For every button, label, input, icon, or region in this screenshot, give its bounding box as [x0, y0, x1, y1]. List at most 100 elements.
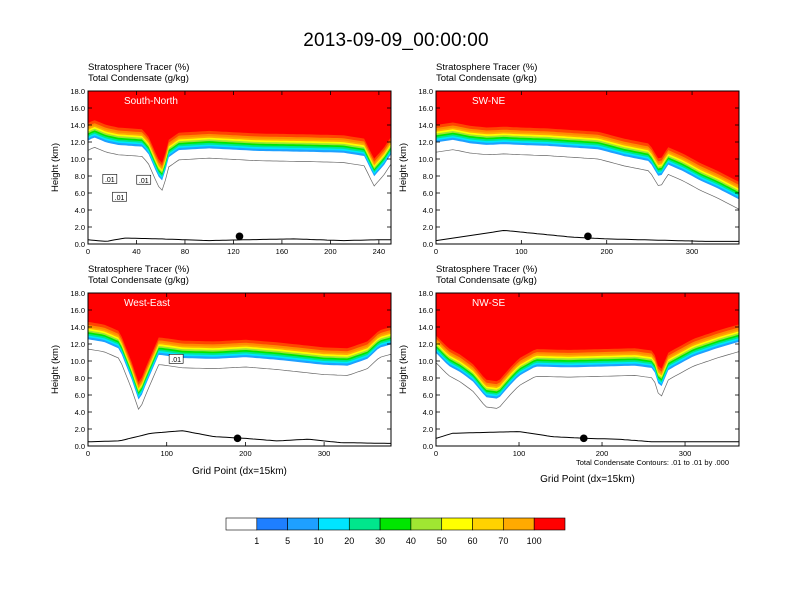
panel-1-tracer-title: Stratosphere Tracer (%): [88, 62, 190, 73]
panel-1-tracer-field: .01 .01 .01: [88, 91, 391, 244]
colorbar-label-5: 40: [406, 536, 416, 546]
panel-3-contour-label-box-0: [168, 353, 184, 364]
panel-2-label: SW-NE: [472, 96, 505, 107]
panel-1-contour-label-box-1: [112, 191, 127, 202]
panel-2-ytick-label-8: 16.0: [418, 104, 433, 113]
panel-1-xtick-label-3: 120: [227, 247, 240, 256]
panel-3-ytick-label-9: 18.0: [70, 289, 85, 298]
panel-4-header: Stratosphere Tracer (%) Total Condensate…: [436, 264, 537, 286]
panel-1-xtick-label-2: 80: [181, 247, 189, 256]
panel-2-ytick-label-3: 6.0: [423, 189, 433, 198]
panel-1-contour-label-0: .01: [105, 177, 115, 184]
panel-3-tracer-field: .01: [88, 293, 391, 446]
panel-2-ytick-label-0: 0.0: [423, 240, 433, 249]
chart-title: 2013-09-09_00:00:00: [303, 30, 489, 51]
colorbar-cell-4: [348, 517, 381, 531]
colorbar-cell-9: [503, 517, 535, 531]
panel-3-ytick-label-5: 10.0: [70, 357, 85, 366]
panel-3-ytick-label-8: 16.0: [70, 306, 85, 315]
panel-1-contour-label-box-0: [102, 174, 118, 184]
panel-2-xtick-label-0: 0: [434, 247, 438, 256]
panel-4-band-0: [436, 293, 739, 382]
panel-3-xtick-label-3: 300: [318, 449, 331, 458]
panel-1-ytick-label-7: 14.0: [70, 121, 85, 130]
panel-4-xtick-label-3: 300: [679, 449, 692, 458]
panel-3-ytick-label-6: 12.0: [70, 340, 85, 349]
panel-4-ytick-label-9: 18.0: [418, 289, 433, 298]
panel-3: .01 West-East 0.0 2.0 4.0 6.0 8.0 10.0 12.0 14.0 1…: [50, 289, 392, 477]
colorbar-cell-3: [318, 517, 350, 531]
colorbar-label-4: 30: [375, 536, 385, 546]
panel-1-condensate-contour: [88, 147, 391, 191]
panel-1-xtick-label-0: 0: [86, 247, 90, 256]
colorbar-cell-7: [441, 517, 473, 531]
panel-3-xtick-label-2: 200: [239, 449, 252, 458]
colorbar-label-9: 100: [527, 536, 542, 546]
panel-3-header: Stratosphere Tracer (%) Total Condensate…: [88, 264, 189, 286]
panel-1-label: South-North: [124, 96, 178, 107]
colorbar-label-6: 50: [437, 536, 447, 546]
panel-1-ytick-label-1: 2.0: [75, 223, 85, 232]
panel-2-ytick-label-7: 14.0: [418, 121, 433, 130]
panel-2-location-marker: [584, 232, 592, 241]
panel-1-contour-label-1: .01: [115, 195, 125, 202]
panel-3-condensate-contour: [88, 348, 391, 410]
panel-2-frame: [435, 90, 740, 245]
colorbar-label-3: 20: [344, 536, 354, 546]
colorbar-label-2: 10: [313, 536, 323, 546]
panel-1-ytick-label-4: 8.0: [75, 172, 85, 181]
panel-1-band-0: [88, 91, 391, 163]
panel-4-ytick-label-4: 8.0: [423, 374, 433, 383]
colorbar-cell-8: [472, 517, 504, 531]
panel-4-ytick-label-1: 2.0: [423, 425, 433, 434]
panel-1-ylabel: Height (km): [50, 143, 61, 192]
panel-2-ytick-label-9: 18.0: [418, 87, 433, 96]
panel-2-ytick-label-1: 2.0: [423, 223, 433, 232]
panel-1-header: Stratosphere Tracer (%) Total Condensate…: [88, 62, 189, 84]
panel-3-location-marker: [233, 434, 242, 443]
panel-4-xlabel: Grid Point (dx=15km): [540, 474, 635, 485]
panel-4-ytick-label-6: 12.0: [418, 340, 433, 349]
panel-3-xlabel: Grid Point (dx=15km): [192, 466, 287, 477]
panel-2-ytick-label-6: 12.0: [418, 138, 433, 147]
panel-4-xtick-label-2: 200: [596, 449, 609, 458]
colorbar-label-0: 1: [254, 536, 259, 546]
colorbar: 1 5 10 20 30 40 50 60 70 100: [225, 517, 566, 546]
panel-2-ytick-label-2: 4.0: [423, 206, 433, 215]
panel-4-condensate-title: Total Condensate (g/kg): [436, 275, 537, 286]
colorbar-cell-5: [379, 517, 412, 531]
panel-4-tracer-field: [436, 293, 739, 446]
panel-3-ytick-label-2: 4.0: [75, 408, 85, 417]
panel-1-xtick-label-1: 40: [132, 247, 140, 256]
panel-4-condensate-contour: [436, 351, 739, 409]
panel-3-contour-label-0: .01: [171, 357, 181, 364]
panel-3-xtick-label-0: 0: [86, 449, 90, 458]
panel-2-xtick-label-3: 300: [686, 247, 699, 256]
panel-3-label: West-East: [124, 298, 170, 309]
panel-3-ytick-label-0: 0.0: [75, 442, 85, 451]
panel-1-ytick-label-0: 0.0: [75, 240, 85, 249]
contour-footnote: Total Condensate Contours: .01 to .01 by…: [576, 458, 730, 467]
panel-2-ytick-label-5: 10.0: [418, 155, 433, 164]
panel-4-ytick-label-3: 6.0: [423, 391, 433, 400]
panel-4-ytick-label-2: 4.0: [423, 408, 433, 417]
panel-4-xtick-label-1: 100: [513, 449, 526, 458]
panel-4-ytick-label-5: 10.0: [418, 357, 433, 366]
panel-2-ylabel: Height (km): [398, 143, 409, 192]
panel-1-condensate-title: Total Condensate (g/kg): [88, 73, 189, 84]
panel-2: SW-NE 0.0 2.0 4.0 6.0 8.0 10.0 12.0 14.0 16.0 18.0…: [398, 87, 740, 256]
panel-1-ytick-label-3: 6.0: [75, 189, 85, 198]
colorbar-cell-6: [410, 517, 443, 531]
panel-3-ylabel: Height (km): [50, 345, 61, 394]
panel-4-label: NW-SE: [472, 298, 505, 309]
panel-4-tracer-title: Stratosphere Tracer (%): [436, 264, 538, 275]
panel-1-ytick-label-6: 12.0: [70, 138, 85, 147]
panel-2-xtick-label-2: 200: [600, 247, 613, 256]
panel-3-xtick-label-1: 100: [160, 449, 173, 458]
panel-1-frame: [87, 90, 392, 245]
panel-4-ytick-label-8: 16.0: [418, 306, 433, 315]
panel-3-condensate-title: Total Condensate (g/kg): [88, 275, 189, 286]
panel-1-contour-label-2: .01: [139, 178, 149, 185]
panel-1-ytick-label-2: 4.0: [75, 206, 85, 215]
